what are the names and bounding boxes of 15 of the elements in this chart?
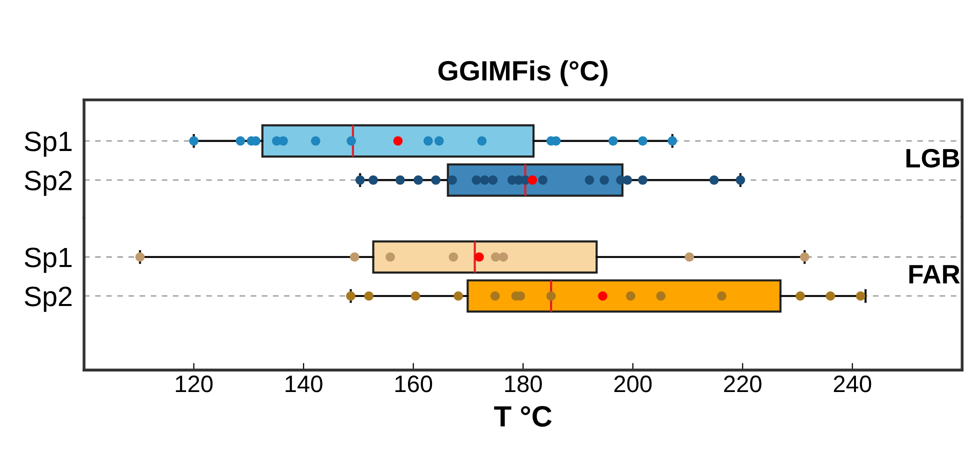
x-tick-label: 240 (834, 376, 872, 392)
x-tick-label: 180 (505, 376, 542, 392)
y-tick-label: Sp2 (24, 170, 72, 196)
chart-title: GGIMFis (°C) (438, 60, 608, 86)
x-axis-title: T °C (494, 406, 552, 427)
y-tick-label: Sp2 (24, 286, 72, 312)
x-tick-label: 120 (176, 376, 213, 392)
x-tick-label: 200 (614, 376, 652, 392)
x-tick-label: 140 (286, 376, 322, 392)
y-tick-label: Sp1 (24, 132, 72, 157)
x-tick-label: 160 (395, 376, 432, 392)
annotation: LGB (906, 148, 960, 168)
x-tick-label: 220 (724, 376, 762, 392)
y-tick-label: Sp1 (24, 248, 72, 273)
annotation: FAR (909, 265, 960, 284)
